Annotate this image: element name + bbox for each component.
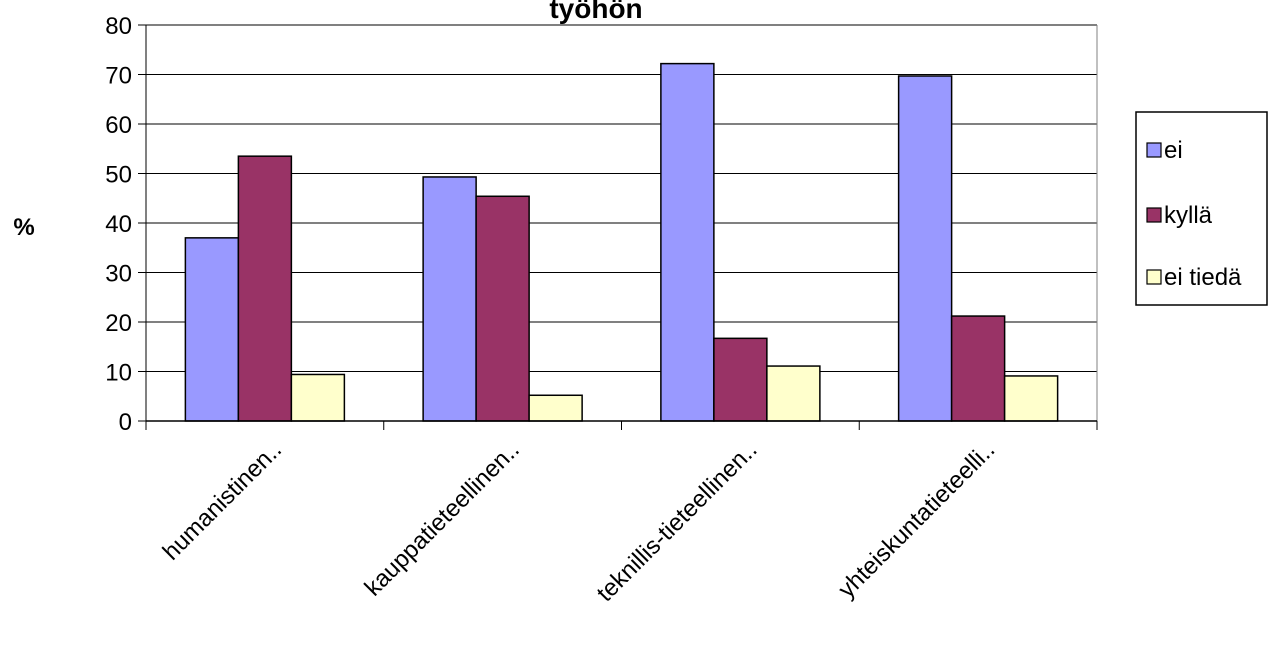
- bar: [475, 195, 530, 422]
- bar: [897, 75, 953, 422]
- bar: [713, 337, 768, 422]
- bar: [660, 62, 715, 422]
- y-tick-label: 60: [105, 112, 132, 139]
- legend-swatch: [1146, 142, 1162, 158]
- x-category-label: teknillis-tieteellinen..: [592, 436, 763, 607]
- y-tick-label: 0: [119, 409, 132, 436]
- bar: [528, 394, 583, 422]
- y-tick-labels: 0 10 20 30 40 50 60 70 80: [105, 13, 132, 436]
- legend-label: kyllä: [1164, 202, 1213, 229]
- legend-swatch: [1146, 207, 1162, 223]
- bar: [184, 237, 240, 422]
- legend-label: ei: [1164, 137, 1183, 164]
- x-category-labels: humanistinen.. kauppatieteellinen.. teknil…: [158, 436, 1001, 607]
- y-tick-label: 20: [105, 310, 132, 337]
- chart-title: työhön: [549, 0, 642, 24]
- y-tick-label: 30: [105, 261, 132, 288]
- x-category-label: humanistinen..: [158, 436, 287, 565]
- bar: [766, 365, 821, 422]
- legend-swatch: [1146, 269, 1162, 285]
- bar: [237, 155, 293, 422]
- bar: [1003, 375, 1059, 422]
- y-tick-label: 70: [105, 63, 132, 90]
- bars: [184, 62, 1059, 422]
- bar: [422, 176, 477, 422]
- y-tick-label: 10: [105, 360, 132, 387]
- legend-label: ei tiedä: [1164, 264, 1242, 291]
- y-tick-label: 80: [105, 13, 132, 40]
- y-tick-label: 40: [105, 211, 132, 238]
- bar: [290, 373, 346, 422]
- bar: [950, 315, 1006, 422]
- y-tick-label: 50: [105, 162, 132, 189]
- x-category-label: yhteiskuntatieteelli..: [833, 436, 1000, 603]
- axes: [145, 25, 1098, 430]
- y-axis-label: %: [13, 214, 34, 241]
- legend: ei kyllä ei tiedä: [1135, 111, 1268, 306]
- x-category-label: kauppatieteellinen..: [360, 436, 525, 601]
